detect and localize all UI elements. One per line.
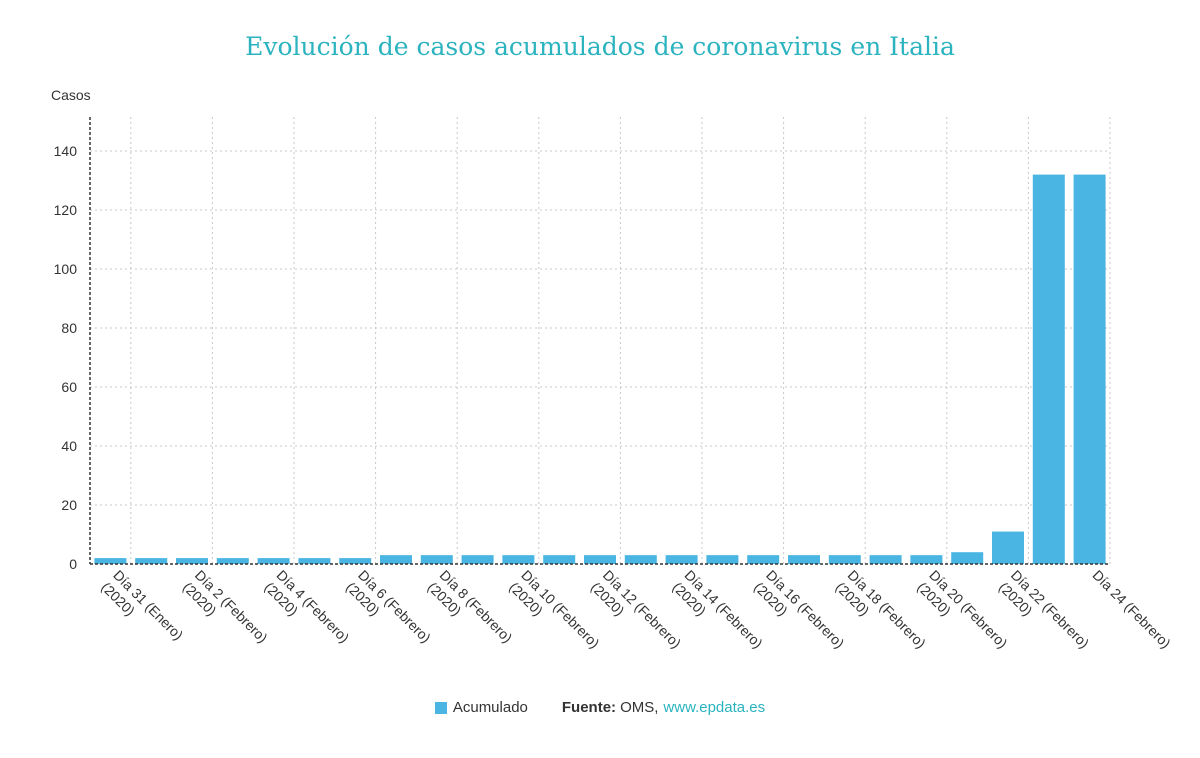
chart-title: Evolución de casos acumulados de coronav…: [245, 32, 955, 61]
bar: [788, 555, 820, 564]
y-tick-label: 20: [61, 497, 77, 513]
y-tick-label: 80: [61, 320, 77, 336]
x-tick-label: Día 12 (Febrero)(2020): [588, 567, 685, 664]
bar: [216, 558, 249, 564]
bar: [1073, 174, 1106, 564]
bar: [543, 555, 576, 564]
y-tick-label: 0: [69, 556, 77, 572]
x-tick-label: Día 24 (Febrero): [1089, 567, 1173, 651]
x-tick-label: Día 20 (Febrero)(2020): [914, 567, 1011, 664]
x-tick-label: Día 10 (Febrero)(2020): [506, 567, 603, 664]
bar: [94, 558, 127, 564]
x-tick-label: Día 31 (Enero)(2020): [98, 567, 186, 655]
bar: [910, 555, 943, 564]
legend-label: Acumulado: [452, 699, 528, 716]
x-tick-label: Día 22 (Febrero)(2020): [996, 567, 1093, 664]
y-tick-label: 60: [61, 379, 77, 395]
x-tick-label: Día 8 (Febrero)(2020): [425, 567, 516, 658]
source-link[interactable]: www.epdata.es: [663, 699, 766, 716]
bar: [665, 555, 698, 564]
bar: [706, 555, 739, 564]
legend-swatch: [434, 701, 447, 714]
bar: [257, 558, 290, 564]
x-tick-label: Día 6 (Febrero)(2020): [343, 567, 434, 658]
bar: [298, 558, 331, 564]
x-tick-label: Día 18 (Febrero)(2020): [833, 567, 930, 664]
bar: [828, 555, 861, 564]
bar: [176, 558, 208, 564]
bar: [461, 555, 494, 564]
x-tick-label: Día 4 (Febrero)(2020): [261, 567, 352, 658]
bar: [584, 555, 616, 564]
y-tick-label: 40: [61, 438, 77, 454]
y-tick-label: 100: [54, 261, 78, 277]
bar: [869, 555, 902, 564]
bar: [420, 555, 453, 564]
bar: [747, 555, 780, 564]
bar: [624, 555, 657, 564]
bar: [135, 558, 168, 564]
bar: [1032, 174, 1065, 564]
legend: Acumulado Fuente: OMS, www.epdata.es: [0, 699, 1200, 716]
y-axis-label: Casos: [51, 87, 91, 103]
bar: [380, 555, 412, 564]
bar: [339, 558, 372, 564]
bar: [951, 552, 984, 564]
x-tick-label: Día 14 (Febrero)(2020): [669, 567, 766, 664]
y-tick-label: 140: [54, 143, 78, 159]
bar: [992, 531, 1024, 564]
bar: [502, 555, 535, 564]
source-name: OMS,: [620, 699, 659, 716]
source-label: Fuente:: [561, 699, 617, 716]
x-tick-label: Día 16 (Febrero)(2020): [751, 567, 848, 664]
y-tick-label: 120: [54, 202, 78, 218]
x-tick-label: Día 2 (Febrero)(2020): [180, 567, 271, 658]
